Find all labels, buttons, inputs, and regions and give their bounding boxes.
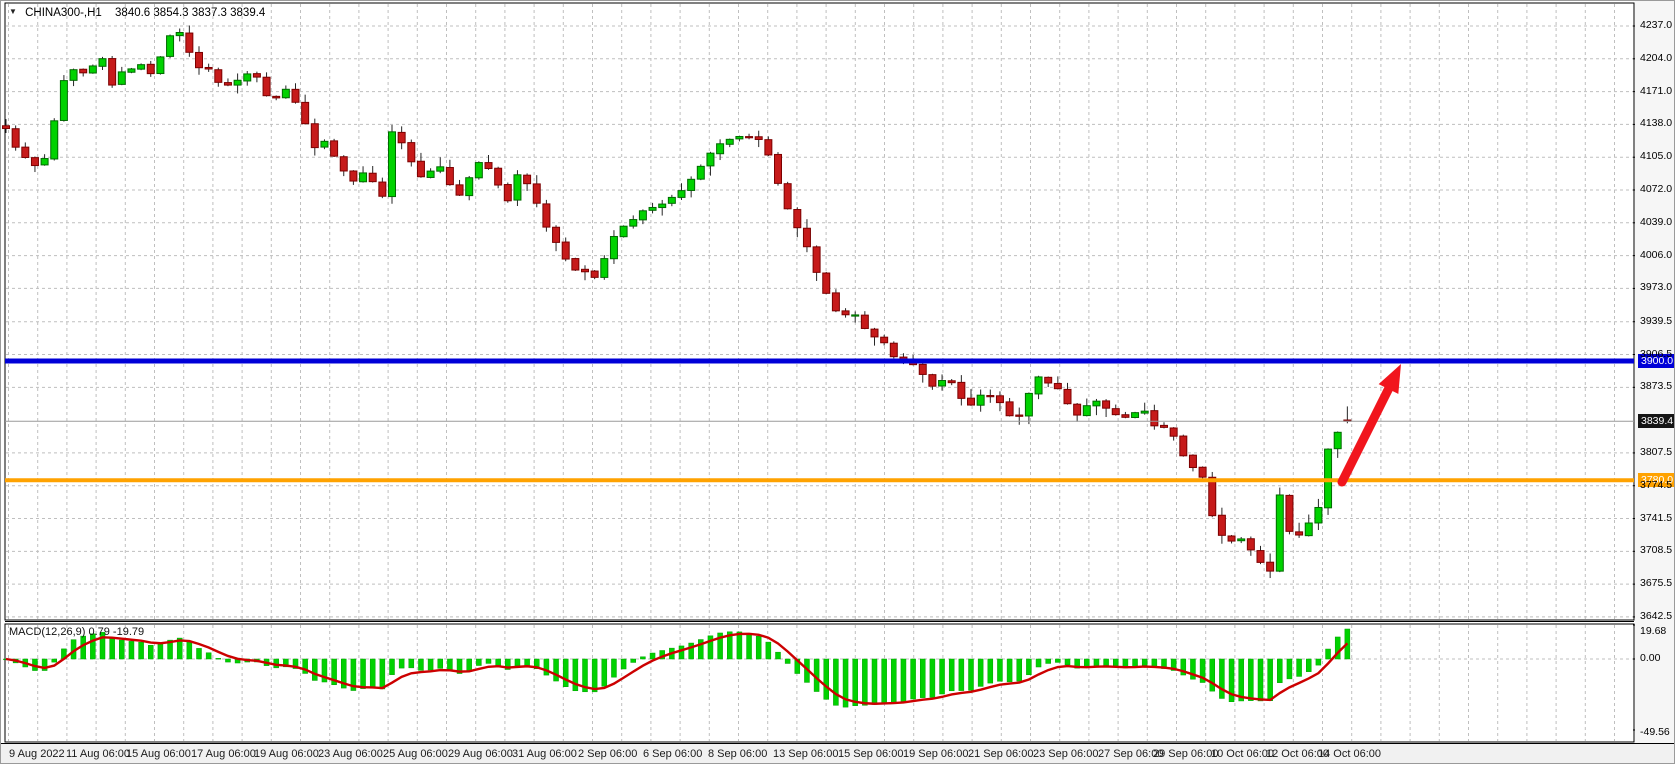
- price-tick-label: 4105.0: [1640, 150, 1673, 163]
- trend-arrow-annotation[interactable]: [1337, 364, 1401, 487]
- price-tick-label: 3675.5: [1640, 577, 1673, 590]
- support-price-tag[interactable]: 3780.0: [1638, 473, 1674, 488]
- time-axis-label: 15 Sep 06:00: [838, 748, 904, 760]
- time-axis-label: 2 Sep 06:00: [578, 748, 638, 760]
- macd-signal-line: [5, 632, 1349, 705]
- price-tick-label: 3741.5: [1640, 511, 1673, 524]
- price-tick-label: 4072.0: [1640, 183, 1673, 195]
- price-tick-label: 3873.5: [1640, 380, 1673, 393]
- time-axis-label: 6 Sep 06:00: [643, 748, 703, 760]
- macd-pane-border: [4, 623, 1635, 743]
- symbol-timeframe: CHINA300-,H1: [25, 7, 102, 19]
- price-tick-label: 3708.5: [1640, 544, 1673, 557]
- time-axis-label: 23 Sep 06:00: [1033, 748, 1099, 760]
- time-axis-label: 31 Aug 06:00: [512, 748, 577, 760]
- macd-scale-min: -49.56: [1640, 726, 1670, 738]
- price-tick-label: 4237.0: [1640, 19, 1673, 31]
- macd-scale-max: 19.68: [1640, 625, 1667, 637]
- price-tick-label: 3906.5: [1640, 347, 1673, 360]
- price-axis-column: [1635, 1, 1674, 743]
- ohlc-values: 3840.6 3854.3 3837.3 3839.4: [115, 7, 266, 19]
- price-tick-label: 4039.0: [1640, 215, 1673, 228]
- time-axis-label: 12 Oct 06:00: [1266, 748, 1329, 760]
- time-axis-label: 25 Aug 06:00: [383, 748, 448, 760]
- price-tick-label: 3774.5: [1640, 478, 1673, 491]
- price-tick-label: 4006.0: [1640, 248, 1673, 261]
- time-axis-label: 11 Aug 06:00: [66, 748, 131, 760]
- resistance-price-tag[interactable]: 3900.0: [1638, 353, 1674, 368]
- price-tick-label: 3807.5: [1640, 445, 1673, 458]
- time-axis-label: 27 Sep 06:00: [1098, 748, 1164, 760]
- chart-title: ▼ CHINA300-,H1 3840.6 3854.3 3837.3 3839…: [9, 5, 265, 20]
- current-price-tag: 3839.4: [1638, 414, 1674, 429]
- macd-scale-zero: 0.00: [1640, 652, 1661, 664]
- price-tick-label: 3939.5: [1640, 314, 1673, 327]
- time-axis-label: 10 Oct 06:00: [1211, 748, 1274, 760]
- time-axis-label: 29 Sep 06:00: [1153, 748, 1219, 760]
- macd-indicator-label: MACD(12,26,9) 0.79 -19.79: [9, 626, 145, 638]
- time-axis-strip: [1, 743, 1674, 763]
- time-axis-label: 19 Aug 06:00: [254, 748, 319, 760]
- price-tick-label: 3642.5: [1640, 609, 1673, 622]
- time-axis-label: 23 Aug 06:00: [318, 748, 383, 760]
- price-tick-label: 4204.0: [1640, 51, 1673, 64]
- time-axis-label: 8 Sep 06:00: [708, 748, 768, 760]
- symbol-dropdown-triangle-icon[interactable]: ▼: [9, 7, 17, 16]
- price-tick-label: 4171.0: [1640, 84, 1673, 97]
- time-axis-label: 13 Sep 06:00: [773, 748, 839, 760]
- time-axis-label: 29 Aug 06:00: [448, 748, 513, 760]
- macd-histogram: [3, 628, 1351, 708]
- main-pane-border: [4, 2, 1635, 621]
- price-tick-label: 4138.0: [1640, 117, 1673, 130]
- time-axis-label: 17 Aug 06:00: [191, 748, 256, 760]
- time-axis-label: 15 Aug 06:00: [126, 748, 191, 760]
- time-axis-label: 19 Sep 06:00: [903, 748, 969, 760]
- time-axis-label: 21 Sep 06:00: [968, 748, 1034, 760]
- price-tick-label: 3973.0: [1640, 281, 1673, 294]
- time-axis-label: 14 Oct 06:00: [1318, 748, 1381, 760]
- time-axis-label: 9 Aug 2022: [9, 748, 65, 760]
